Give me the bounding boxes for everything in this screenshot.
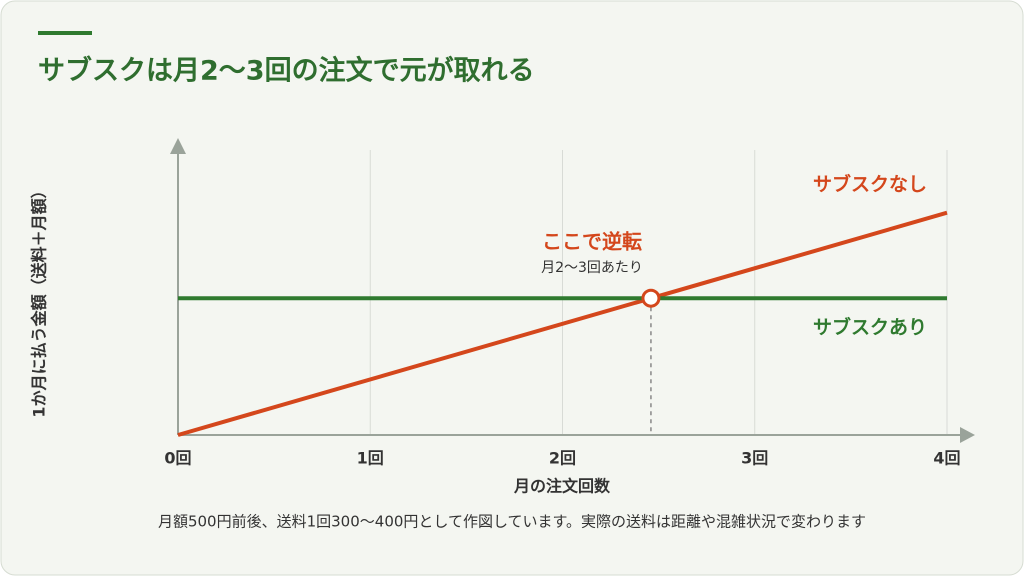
x-tick-label: 0回 xyxy=(164,449,191,468)
chart-title: サブスクは月2〜3回の注文で元が取れる xyxy=(38,55,535,87)
footnote: 月額500円前後、送料1回300〜400円として作図しています。実際の送料は距離… xyxy=(158,513,866,531)
x-tick-label: 4回 xyxy=(933,449,960,468)
x-axis-arrow xyxy=(960,427,975,443)
x-tick-label: 2回 xyxy=(549,449,576,468)
y-axis-arrow xyxy=(170,138,186,154)
x-tick-label: 3回 xyxy=(741,449,768,468)
annotation-sub: 月2〜3回あたり xyxy=(541,260,643,276)
series-line xyxy=(177,210,948,437)
legend-entry: サブスクあり xyxy=(813,316,927,339)
title-accent xyxy=(38,31,92,35)
crossover-point xyxy=(641,288,661,308)
x-axis-label: 月の注文回数 xyxy=(513,477,611,496)
y-axis-label: 1か月に払う金額（送料＋月額） xyxy=(30,182,49,417)
x-tick-label: 1回 xyxy=(357,449,384,468)
legend-entry: サブスクなし xyxy=(813,173,927,196)
annotation: ここで逆転 xyxy=(542,230,642,254)
